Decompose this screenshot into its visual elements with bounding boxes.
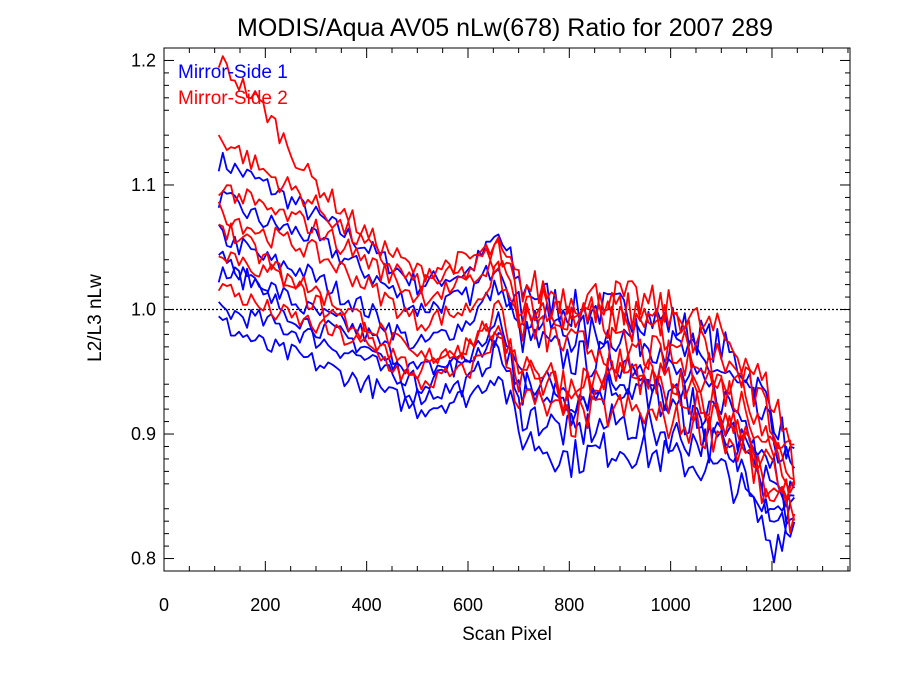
x-tick-label: 200 bbox=[250, 595, 280, 615]
mirror-side-1-line-6 bbox=[218, 315, 795, 564]
plot-frame bbox=[163, 47, 851, 572]
y-tick-label: 0.8 bbox=[131, 549, 156, 569]
y-tick-label: 1.2 bbox=[131, 50, 156, 70]
x-axis-label: Scan Pixel bbox=[462, 624, 552, 645]
mirror-side-2-line-4 bbox=[218, 251, 796, 521]
mirror-side-1-line-3 bbox=[217, 224, 796, 508]
tick-layer: 0 200 400 600 800 1000 1200 0.8 0.9 1.0 1.1 1.2 bbox=[131, 47, 850, 615]
chart-title: MODIS/Aqua AV05 nLw(678) Ratio for 2007 … bbox=[237, 14, 773, 42]
legend-mirror-side-1: Mirror-Side 1 bbox=[178, 62, 288, 83]
y-tick-label: 0.9 bbox=[131, 424, 156, 444]
legend-mirror-side-2: Mirror-Side 2 bbox=[178, 88, 288, 109]
series-layer bbox=[217, 55, 796, 564]
mirror-side-1-line-1 bbox=[217, 151, 795, 460]
x-tick-label: 400 bbox=[352, 595, 382, 615]
y-tick-label: 1.0 bbox=[131, 300, 156, 320]
mirror-side-2-line-5 bbox=[217, 283, 796, 534]
x-tick-label: 1200 bbox=[752, 595, 792, 615]
x-tick-label: 800 bbox=[554, 595, 584, 615]
x-tick-label: 600 bbox=[453, 595, 483, 615]
x-tick-label: 0 bbox=[159, 595, 169, 615]
mirror-side-2-line-6 bbox=[218, 222, 796, 505]
legend: Mirror-Side 1 Mirror-Side 2 bbox=[178, 62, 288, 109]
y-tick-label: 1.1 bbox=[131, 175, 156, 195]
mirror-side-1-line-5 bbox=[218, 301, 796, 538]
mirror-side-2-line-2 bbox=[217, 134, 796, 485]
mirror-side-2-line-7 bbox=[218, 184, 795, 481]
mirror-side-2-line-1 bbox=[217, 55, 795, 446]
x-tick-label: 1000 bbox=[651, 595, 691, 615]
mirror-side-2-line-3 bbox=[217, 201, 796, 494]
y-axis-label: L2/L3 nLw bbox=[85, 274, 106, 362]
